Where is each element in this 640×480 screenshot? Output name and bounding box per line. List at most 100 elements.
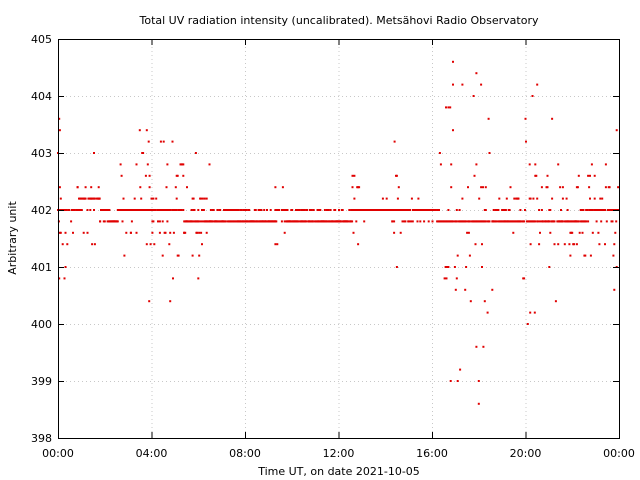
data-point <box>129 231 132 234</box>
data-point <box>438 209 440 211</box>
data-point <box>561 186 564 189</box>
data-point <box>480 83 483 86</box>
data-point <box>608 186 611 189</box>
data-point <box>63 277 66 280</box>
data-point <box>478 197 481 200</box>
data-point <box>86 209 89 211</box>
data-point <box>453 266 456 268</box>
y-tick-label: 401 <box>31 261 52 274</box>
data-point <box>157 220 159 223</box>
data-point <box>135 231 138 234</box>
data-point <box>445 277 448 280</box>
data-point <box>120 174 123 177</box>
data-point <box>152 197 155 200</box>
data-point <box>488 220 491 223</box>
data-point <box>503 209 505 211</box>
data-point <box>150 197 153 200</box>
data-point <box>90 186 93 189</box>
data-point <box>466 231 469 234</box>
data-point <box>529 311 532 314</box>
data-point <box>311 220 314 223</box>
data-point <box>397 186 400 189</box>
data-point <box>168 243 171 246</box>
data-point <box>427 220 430 223</box>
data-point <box>584 254 587 257</box>
data-point <box>488 152 491 154</box>
data-point <box>201 197 204 200</box>
data-point <box>172 231 175 234</box>
data-point <box>508 209 511 211</box>
data-point <box>190 209 193 211</box>
data-point <box>310 209 313 211</box>
data-point <box>447 266 450 268</box>
data-point <box>449 106 452 109</box>
x-tick-label: 00:00 <box>603 447 635 460</box>
x-tick-label: 16:00 <box>416 447 448 460</box>
data-point <box>576 186 579 189</box>
data-point <box>152 220 155 223</box>
data-point <box>495 220 498 223</box>
data-point <box>334 209 337 211</box>
data-point <box>484 220 487 223</box>
data-point <box>121 220 124 223</box>
data-point <box>472 95 475 97</box>
data-point <box>351 186 354 189</box>
data-point <box>587 220 590 223</box>
data-point <box>568 243 571 246</box>
data-point <box>205 197 208 200</box>
data-point <box>209 209 212 211</box>
data-point <box>467 231 470 234</box>
data-point <box>410 220 412 223</box>
data-point <box>571 231 574 234</box>
data-point <box>108 209 111 211</box>
data-point <box>600 220 603 223</box>
data-point <box>557 163 560 166</box>
data-point <box>275 220 278 223</box>
data-point <box>341 209 344 211</box>
data-point <box>410 197 413 200</box>
data-point <box>208 163 211 166</box>
data-point <box>577 174 580 177</box>
data-point <box>524 117 527 120</box>
data-point <box>586 209 589 211</box>
data-point <box>581 231 584 234</box>
data-point <box>172 277 174 280</box>
data-point <box>265 220 267 223</box>
data-point <box>524 209 526 211</box>
data-point <box>165 186 168 189</box>
data-point <box>498 197 501 200</box>
data-point <box>533 311 536 314</box>
data-point <box>504 209 507 211</box>
data-point <box>86 231 89 234</box>
data-point <box>604 163 607 166</box>
data-point <box>475 163 478 166</box>
data-point <box>355 220 358 223</box>
data-point <box>240 209 243 211</box>
data-point <box>175 209 178 211</box>
data-point <box>532 197 535 200</box>
data-point <box>539 231 541 234</box>
data-point <box>546 186 549 189</box>
data-point <box>434 209 437 211</box>
data-point <box>347 220 350 223</box>
data-point <box>98 197 101 200</box>
data-point <box>613 288 616 291</box>
data-point <box>350 209 353 211</box>
data-point <box>575 243 578 246</box>
data-point <box>68 209 71 211</box>
y-axis-label: Arbitrary unit <box>6 201 19 275</box>
data-point <box>351 220 354 223</box>
data-point <box>404 220 407 223</box>
data-point <box>416 220 419 223</box>
data-point <box>549 209 552 211</box>
data-point <box>138 129 141 132</box>
axis-ticks <box>58 39 620 439</box>
data-point <box>610 209 613 211</box>
data-point <box>551 117 554 120</box>
data-point <box>140 197 143 200</box>
data-point <box>202 209 205 211</box>
data-point <box>125 231 128 234</box>
data-point <box>194 152 197 154</box>
data-point <box>237 209 240 211</box>
